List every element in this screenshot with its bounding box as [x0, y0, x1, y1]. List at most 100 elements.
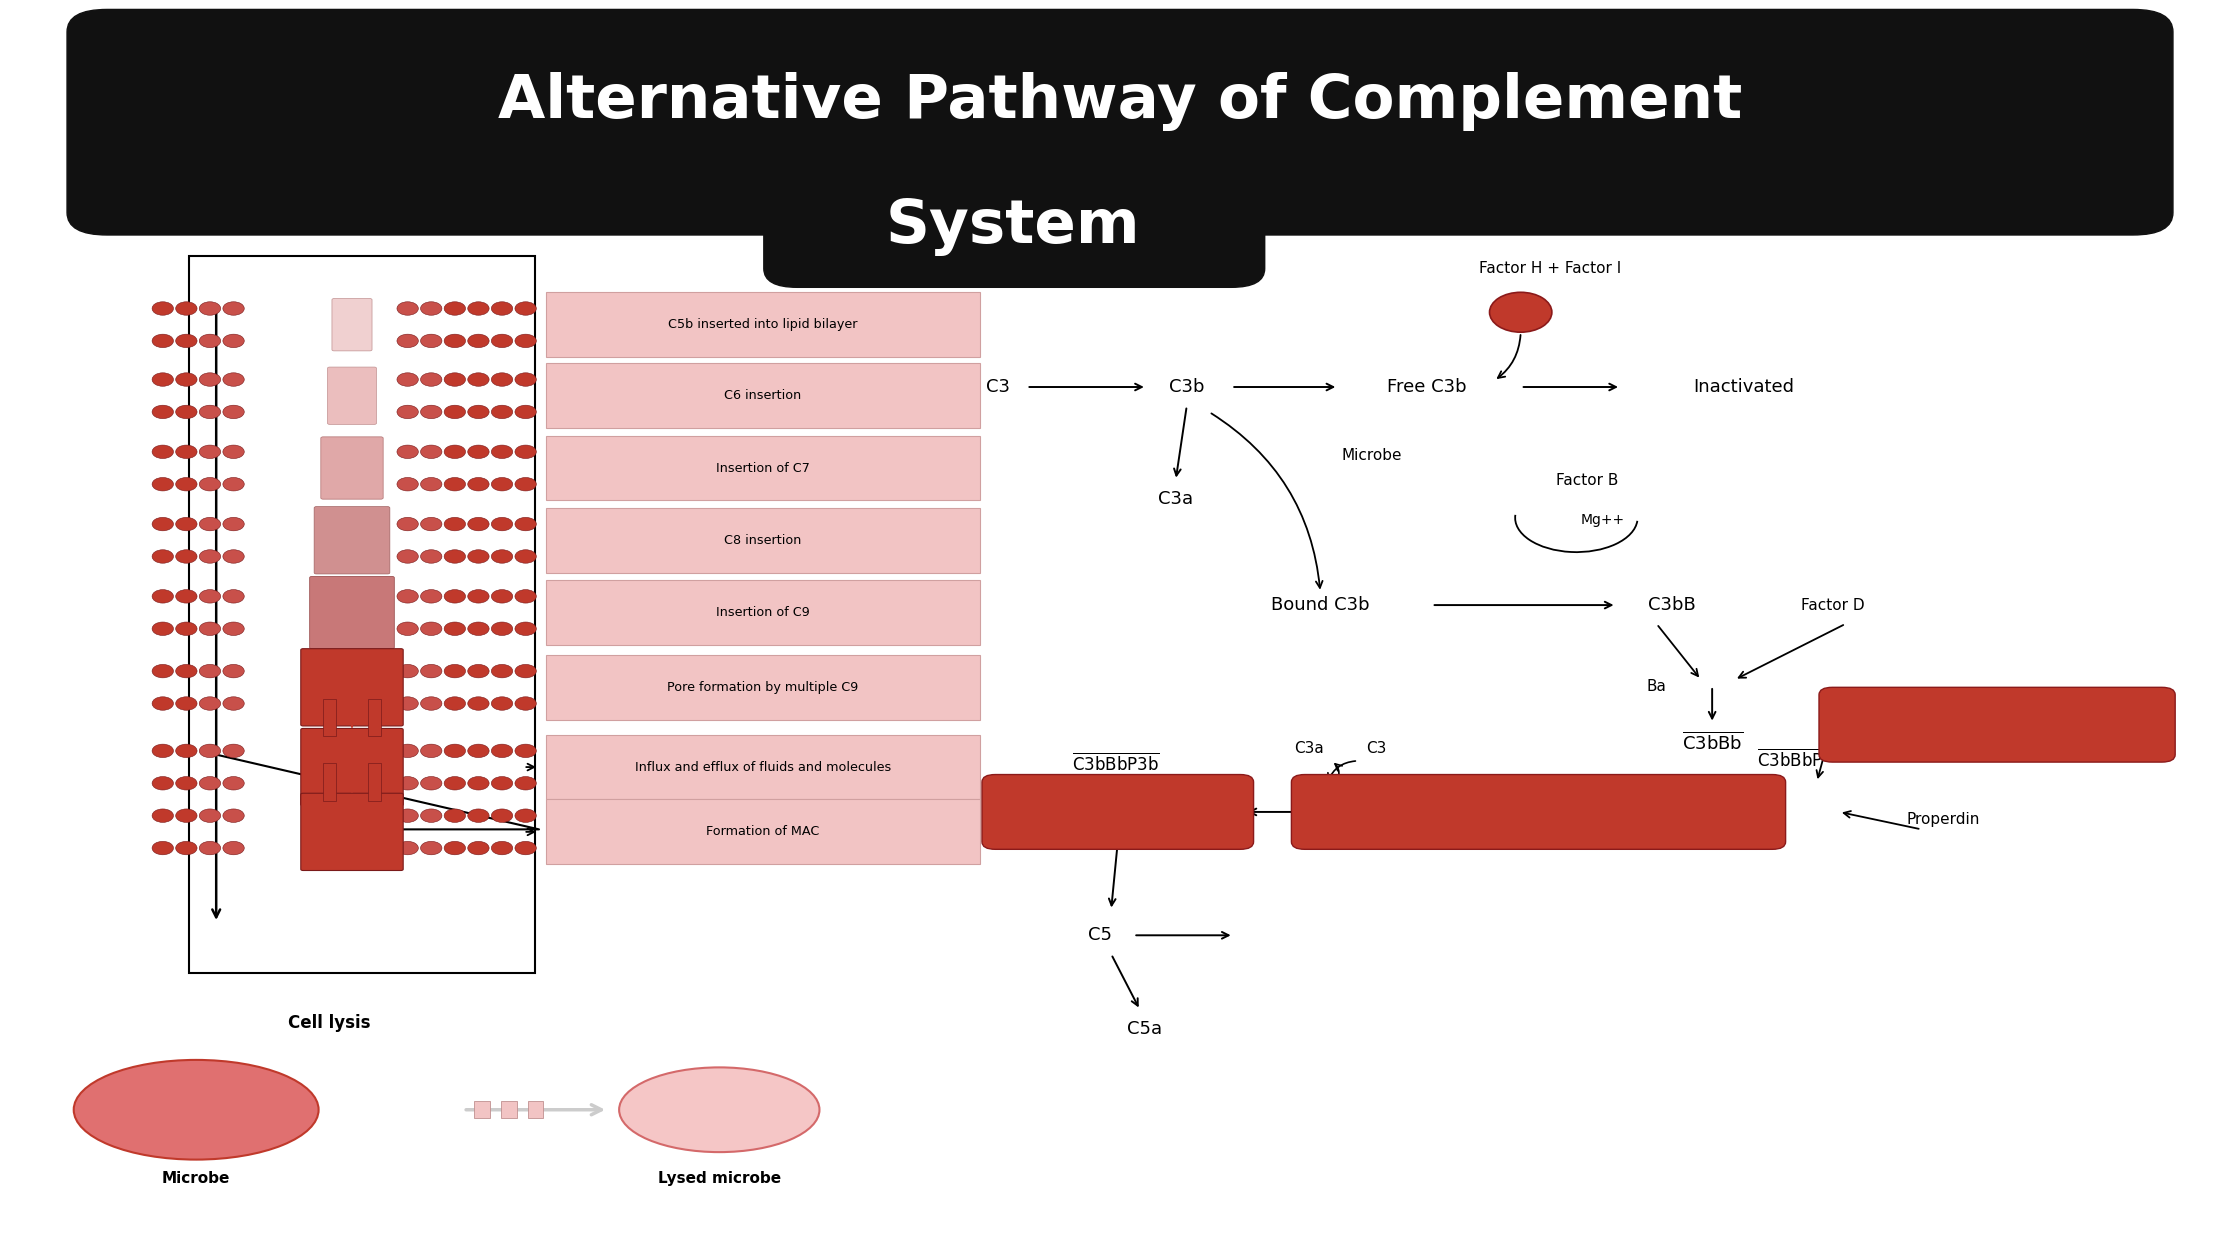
- Ellipse shape: [491, 664, 513, 678]
- Bar: [323, 764, 336, 800]
- Ellipse shape: [175, 478, 197, 491]
- Bar: [367, 764, 381, 800]
- Ellipse shape: [396, 842, 419, 854]
- FancyBboxPatch shape: [300, 728, 403, 805]
- Ellipse shape: [396, 776, 419, 790]
- Bar: [529, 1101, 544, 1119]
- FancyBboxPatch shape: [320, 437, 383, 499]
- FancyBboxPatch shape: [547, 580, 979, 645]
- Ellipse shape: [175, 622, 197, 635]
- FancyBboxPatch shape: [300, 794, 403, 871]
- Ellipse shape: [468, 745, 488, 757]
- FancyBboxPatch shape: [327, 367, 376, 425]
- Ellipse shape: [515, 842, 535, 854]
- Ellipse shape: [222, 809, 244, 823]
- Bar: [367, 698, 381, 736]
- FancyBboxPatch shape: [1292, 775, 1785, 849]
- Text: Formation of MAC: Formation of MAC: [706, 825, 820, 838]
- Ellipse shape: [468, 776, 488, 790]
- Ellipse shape: [152, 590, 172, 604]
- Ellipse shape: [515, 622, 535, 635]
- Ellipse shape: [175, 809, 197, 823]
- Bar: [502, 1101, 517, 1119]
- Ellipse shape: [515, 373, 535, 387]
- Ellipse shape: [199, 445, 222, 459]
- FancyBboxPatch shape: [547, 363, 979, 428]
- FancyBboxPatch shape: [332, 299, 372, 350]
- FancyBboxPatch shape: [981, 775, 1254, 849]
- FancyBboxPatch shape: [300, 649, 403, 726]
- Text: Inactivated: Inactivated: [1693, 378, 1794, 396]
- Ellipse shape: [152, 842, 172, 854]
- Ellipse shape: [396, 809, 419, 823]
- Text: Free C3b: Free C3b: [1387, 378, 1467, 396]
- Ellipse shape: [222, 664, 244, 678]
- Ellipse shape: [515, 478, 535, 491]
- Ellipse shape: [1490, 292, 1552, 333]
- Ellipse shape: [468, 478, 488, 491]
- Ellipse shape: [515, 518, 535, 530]
- Ellipse shape: [175, 697, 197, 711]
- Text: Mg++: Mg++: [1581, 513, 1624, 528]
- Ellipse shape: [152, 302, 172, 315]
- Ellipse shape: [199, 373, 222, 387]
- Ellipse shape: [468, 373, 488, 387]
- Ellipse shape: [199, 334, 222, 348]
- Ellipse shape: [515, 697, 535, 711]
- Ellipse shape: [152, 664, 172, 678]
- Ellipse shape: [222, 590, 244, 604]
- Text: Microbe: Microbe: [1342, 449, 1402, 462]
- Bar: [475, 1101, 491, 1119]
- Ellipse shape: [222, 406, 244, 418]
- Text: Alternative Pathway of Complement: Alternative Pathway of Complement: [497, 72, 1743, 131]
- Ellipse shape: [152, 809, 172, 823]
- Ellipse shape: [222, 549, 244, 563]
- Ellipse shape: [222, 745, 244, 757]
- Ellipse shape: [152, 406, 172, 418]
- Ellipse shape: [444, 406, 466, 418]
- Ellipse shape: [152, 334, 172, 348]
- Text: Stabilized C3 convertase: Stabilized C3 convertase: [1422, 803, 1655, 822]
- Ellipse shape: [468, 518, 488, 530]
- Ellipse shape: [175, 590, 197, 604]
- Ellipse shape: [175, 776, 197, 790]
- Ellipse shape: [199, 590, 222, 604]
- Ellipse shape: [491, 302, 513, 315]
- FancyBboxPatch shape: [547, 436, 979, 500]
- Ellipse shape: [444, 373, 466, 387]
- Ellipse shape: [444, 809, 466, 823]
- Bar: [190, 256, 535, 973]
- Ellipse shape: [199, 622, 222, 635]
- Ellipse shape: [175, 664, 197, 678]
- Ellipse shape: [421, 842, 441, 854]
- Ellipse shape: [444, 302, 466, 315]
- Ellipse shape: [491, 809, 513, 823]
- Ellipse shape: [396, 664, 419, 678]
- Text: C3a: C3a: [1158, 490, 1194, 508]
- Ellipse shape: [444, 664, 466, 678]
- Text: C3 convertase: C3 convertase: [1931, 716, 2063, 733]
- Ellipse shape: [515, 302, 535, 315]
- FancyBboxPatch shape: [547, 735, 979, 800]
- Text: Properdin: Properdin: [1906, 811, 1980, 827]
- Ellipse shape: [468, 809, 488, 823]
- Ellipse shape: [222, 373, 244, 387]
- Ellipse shape: [421, 622, 441, 635]
- FancyBboxPatch shape: [547, 655, 979, 719]
- Ellipse shape: [396, 697, 419, 711]
- Text: Bound C3b: Bound C3b: [1270, 596, 1369, 614]
- Text: Lysed microbe: Lysed microbe: [659, 1171, 782, 1186]
- Ellipse shape: [515, 406, 535, 418]
- Ellipse shape: [175, 373, 197, 387]
- Ellipse shape: [491, 549, 513, 563]
- Ellipse shape: [491, 697, 513, 711]
- Ellipse shape: [444, 334, 466, 348]
- Ellipse shape: [396, 478, 419, 491]
- Ellipse shape: [199, 697, 222, 711]
- FancyBboxPatch shape: [764, 165, 1266, 287]
- Text: C3bB: C3bB: [1649, 596, 1696, 614]
- Ellipse shape: [199, 664, 222, 678]
- Ellipse shape: [175, 302, 197, 315]
- Ellipse shape: [152, 445, 172, 459]
- Ellipse shape: [175, 745, 197, 757]
